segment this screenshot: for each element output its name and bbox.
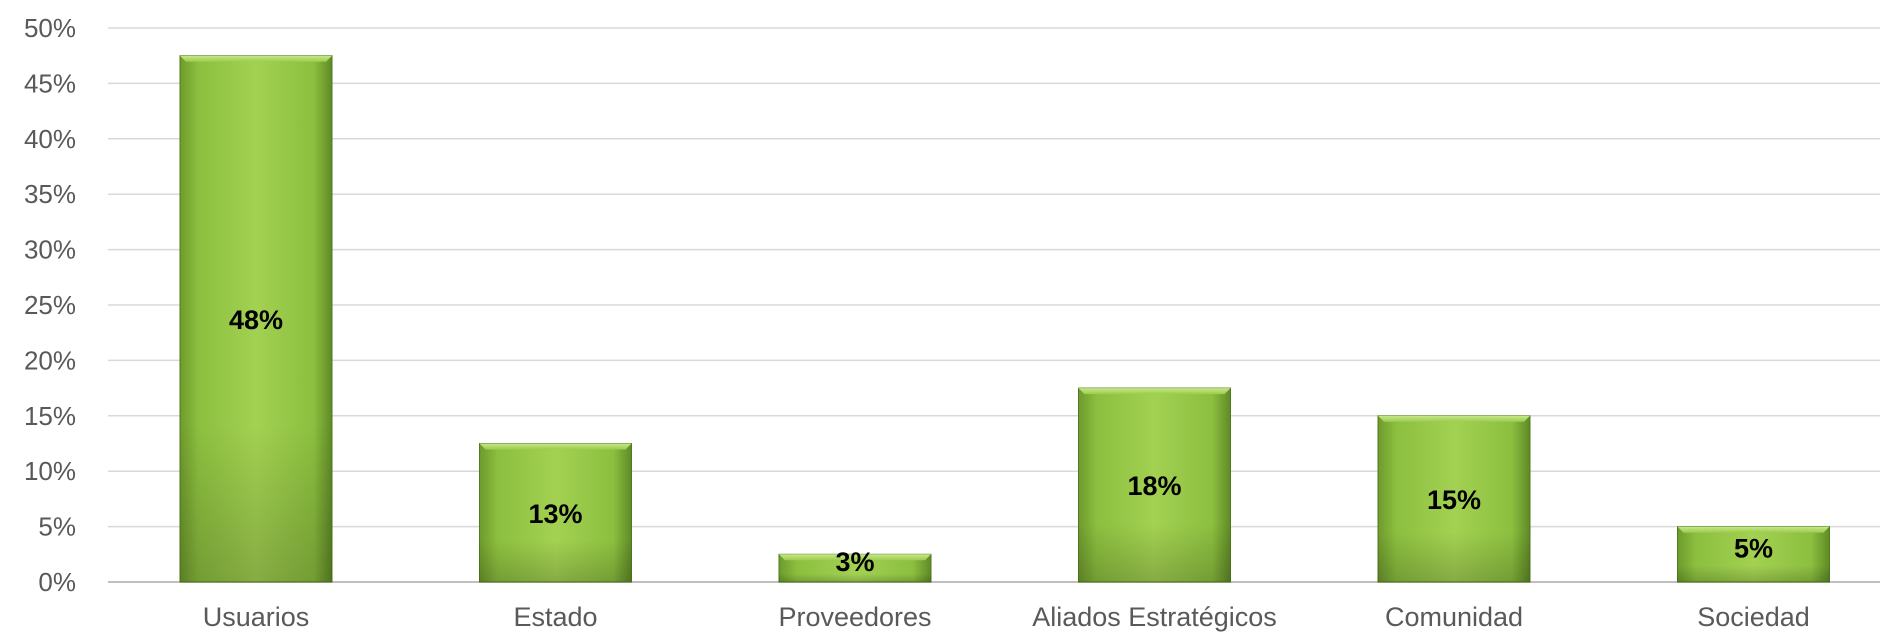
y-tick-label: 35% — [24, 179, 76, 209]
y-tick-label: 50% — [24, 13, 76, 43]
bar-bevel — [1079, 388, 1231, 394]
y-tick-label: 25% — [24, 290, 76, 320]
bar-layer — [180, 56, 1830, 582]
category-label: Proveedores — [778, 602, 931, 632]
category-label: Comunidad — [1385, 602, 1523, 632]
bar-bevel — [1378, 416, 1530, 422]
y-tick-label: 20% — [24, 345, 76, 375]
y-tick-label: 30% — [24, 235, 76, 265]
bar-bevel — [1678, 527, 1830, 533]
data-label: 3% — [835, 547, 874, 577]
y-tick-label: 45% — [24, 68, 76, 98]
data-label: 48% — [229, 305, 283, 335]
category-label: Aliados Estratégicos — [1032, 602, 1277, 632]
y-tick-label: 15% — [24, 401, 76, 431]
category-label: Sociedad — [1697, 602, 1810, 632]
grid-layer — [108, 28, 1880, 527]
category-label: Usuarios — [203, 602, 310, 632]
y-tick-label: 5% — [38, 512, 76, 542]
y-tick-label: 10% — [24, 456, 76, 486]
y-tick-label: 40% — [24, 124, 76, 154]
data-label: 5% — [1734, 533, 1773, 563]
data-label: 15% — [1427, 485, 1481, 515]
data-label: 18% — [1127, 471, 1181, 501]
y-tick-label: 0% — [38, 567, 76, 597]
category-label: Estado — [513, 602, 597, 632]
bar-bevel — [180, 56, 332, 62]
data-label: 13% — [528, 499, 582, 529]
bar-bevel — [480, 444, 632, 450]
